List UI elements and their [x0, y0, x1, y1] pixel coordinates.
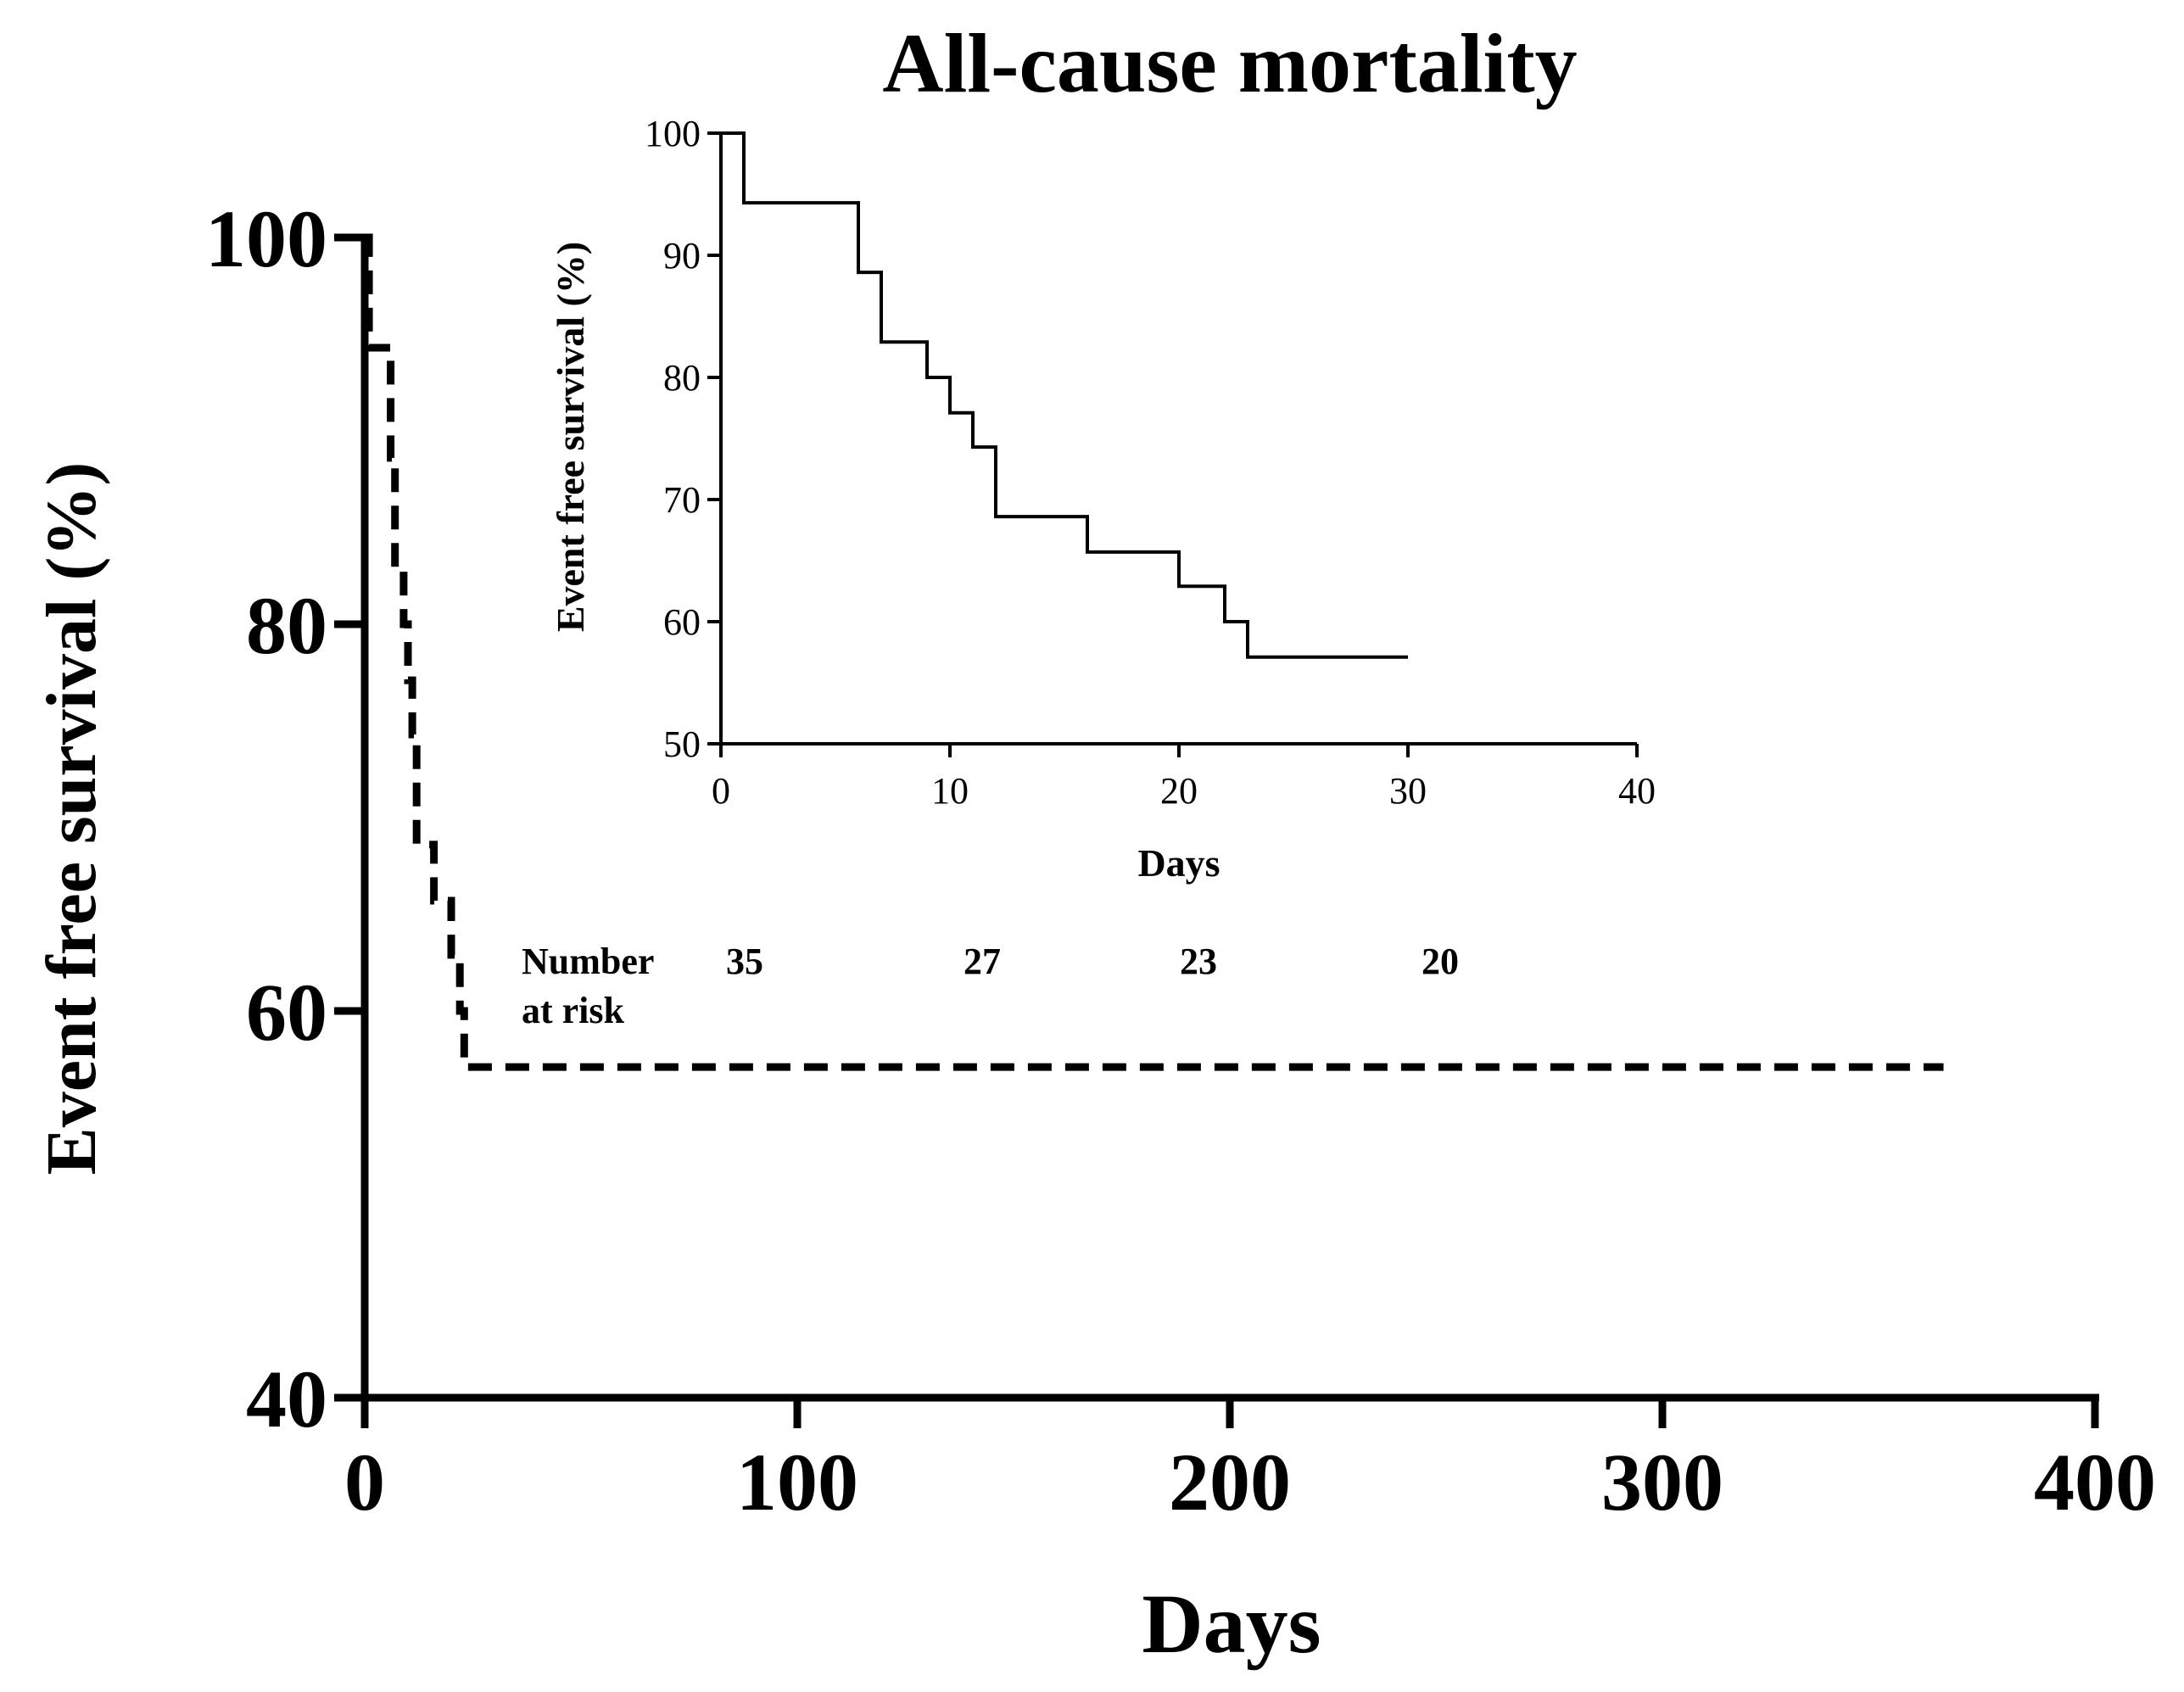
inset-y-tick-label: 100: [645, 113, 701, 154]
number-at-risk-label-line1: Number: [522, 941, 654, 982]
main-x-tick-label: 0: [344, 1437, 385, 1527]
main-series: [365, 233, 1944, 1071]
number-at-risk-label-line2: at risk: [522, 990, 625, 1031]
main-y-tick-label: 40: [246, 1354, 327, 1444]
chart-title: All-cause mortality: [882, 16, 1577, 110]
main-y-tick-label: 100: [205, 193, 327, 284]
inset-x-tick-label: 30: [1389, 770, 1427, 812]
number-at-risk-value: 27: [964, 941, 1001, 982]
inset-x-tick-label: 0: [712, 770, 730, 812]
main-x-tick-label: 400: [2034, 1437, 2156, 1527]
main-x-axis-label: Days: [1142, 1577, 1321, 1671]
inset-y-tick-label: 70: [663, 479, 701, 521]
inset-y-tick-label: 90: [663, 235, 701, 276]
main-x-tick-label: 200: [1169, 1437, 1291, 1527]
main-x-tick-label: 100: [736, 1437, 858, 1527]
main-x-tick-label: 300: [1601, 1437, 1723, 1527]
inset-y-axis-label: Event free survival (%): [549, 242, 592, 632]
number-at-risk-value: 35: [726, 941, 763, 982]
main-survival-line: [365, 233, 1944, 1071]
inset-x-tick-label: 20: [1160, 770, 1198, 812]
inset-series: [721, 131, 1408, 659]
main-y-tick-label: 80: [246, 580, 327, 671]
inset-chart: 0 10 20 30 40 50 60 70 80 90 100 Days Event free s…: [549, 113, 1656, 885]
inset-x-tick-label: 40: [1618, 770, 1656, 812]
inset-y-tick-label: 80: [663, 357, 701, 399]
inset-x-axis-label: Days: [1137, 841, 1220, 885]
inset-x-tick-label: 10: [931, 770, 969, 812]
inset-survival-line: [721, 131, 1408, 659]
inset-y-tick-label: 60: [663, 601, 701, 643]
main-y-tick-label: 60: [246, 967, 327, 1058]
main-y-axis-label: Event free survival (%): [32, 462, 111, 1175]
inset-y-tick-label: 50: [663, 723, 701, 765]
number-at-risk-value: 20: [1422, 941, 1459, 982]
inset-ticks: 0 10 20 30 40 50 60 70 80 90 100: [645, 113, 1656, 812]
number-at-risk-table: Number at risk 35 27 23 20: [522, 941, 1459, 1031]
number-at-risk-value: 23: [1180, 941, 1217, 982]
